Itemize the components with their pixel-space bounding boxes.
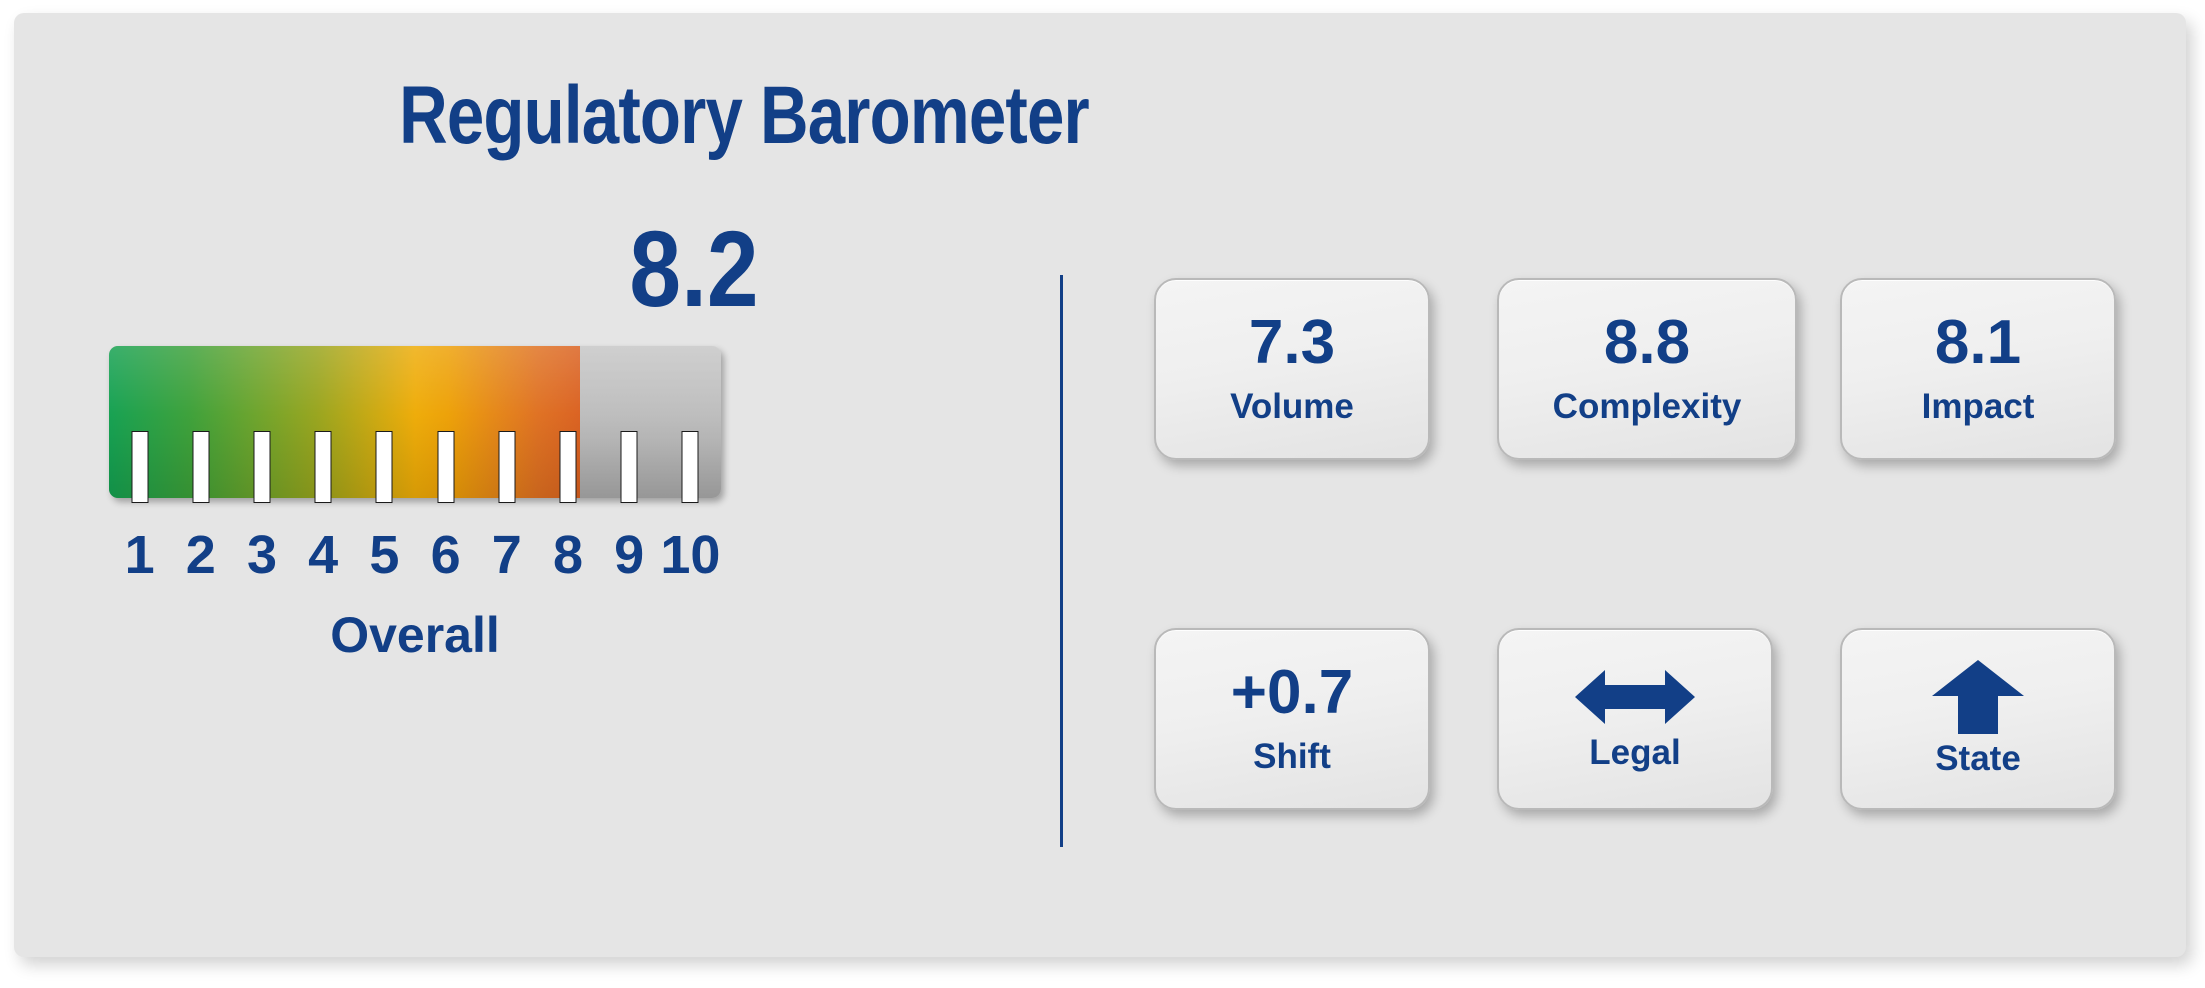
metric-card-label: Complexity (1552, 387, 1742, 426)
axis-label-5: 5 (369, 525, 400, 585)
axis-label-7: 7 (491, 525, 522, 585)
metric-card-state[interactable]: State (1840, 628, 2116, 810)
metric-card-value: 8.1 (1934, 308, 2022, 377)
section-divider (1060, 275, 1063, 847)
axis-label-10: 10 (660, 525, 721, 585)
gauge-tick-6 (437, 431, 455, 503)
gauge-tick-10 (681, 431, 699, 503)
gauge-tick-4 (314, 431, 332, 503)
axis-label-9: 9 (614, 525, 645, 585)
axis-label-2: 2 (185, 525, 216, 585)
gauge-tick-1 (131, 431, 149, 503)
axis-label-8: 8 (552, 525, 584, 585)
gauge-tick-3 (253, 431, 271, 503)
axis-label-3: 3 (246, 525, 278, 585)
metric-card-shift[interactable]: +0.7 Shift (1154, 628, 1430, 810)
axis-label-6: 6 (430, 525, 461, 585)
arrow-up-icon (1932, 660, 2024, 734)
metric-card-value: 7.3 (1248, 308, 1336, 377)
axis-label-4: 4 (308, 525, 339, 585)
overall-gauge: 8.2 1 2 3 4 5 6 7 8 9 10 Overall (64, 193, 1054, 833)
metric-card-impact[interactable]: 8.1 Impact (1840, 278, 2116, 460)
metric-card-value: +0.7 (1230, 658, 1354, 727)
axis-label-1: 1 (124, 525, 155, 585)
metric-card-label: Shift (1253, 737, 1331, 776)
metric-card-label: State (1935, 739, 2021, 778)
metric-card-label: Volume (1230, 387, 1354, 426)
metric-card-legal[interactable]: Legal (1497, 628, 1773, 810)
metric-card-volume[interactable]: 7.3 Volume (1154, 278, 1430, 460)
gauge-tick-8 (559, 431, 577, 503)
metric-card-label: Legal (1589, 733, 1681, 772)
gauge-tick-2 (192, 431, 210, 503)
metric-card-complexity[interactable]: 8.8 Complexity (1497, 278, 1797, 460)
metric-card-label: Impact (1921, 387, 2035, 426)
page-title: Regulatory Barometer (399, 70, 1090, 161)
metric-card-grid: 7.3 Volume 8.8 Complexity 8.1 Impact +0.7 Shift… (1154, 278, 2154, 858)
double-arrow-horizontal-icon (1575, 666, 1695, 728)
gauge-tick-5 (375, 431, 393, 503)
gauge-tick-9 (620, 431, 638, 503)
infographic-panel: Regulatory Barometer 8.2 1 2 3 4 5 6 7 8 9 10 Ove… (14, 13, 2186, 957)
metric-card-value: 8.8 (1603, 308, 1691, 377)
gauge-tick-7 (498, 431, 516, 503)
gauge-value: 8.2 (629, 208, 759, 329)
gauge-caption: Overall (330, 607, 500, 663)
